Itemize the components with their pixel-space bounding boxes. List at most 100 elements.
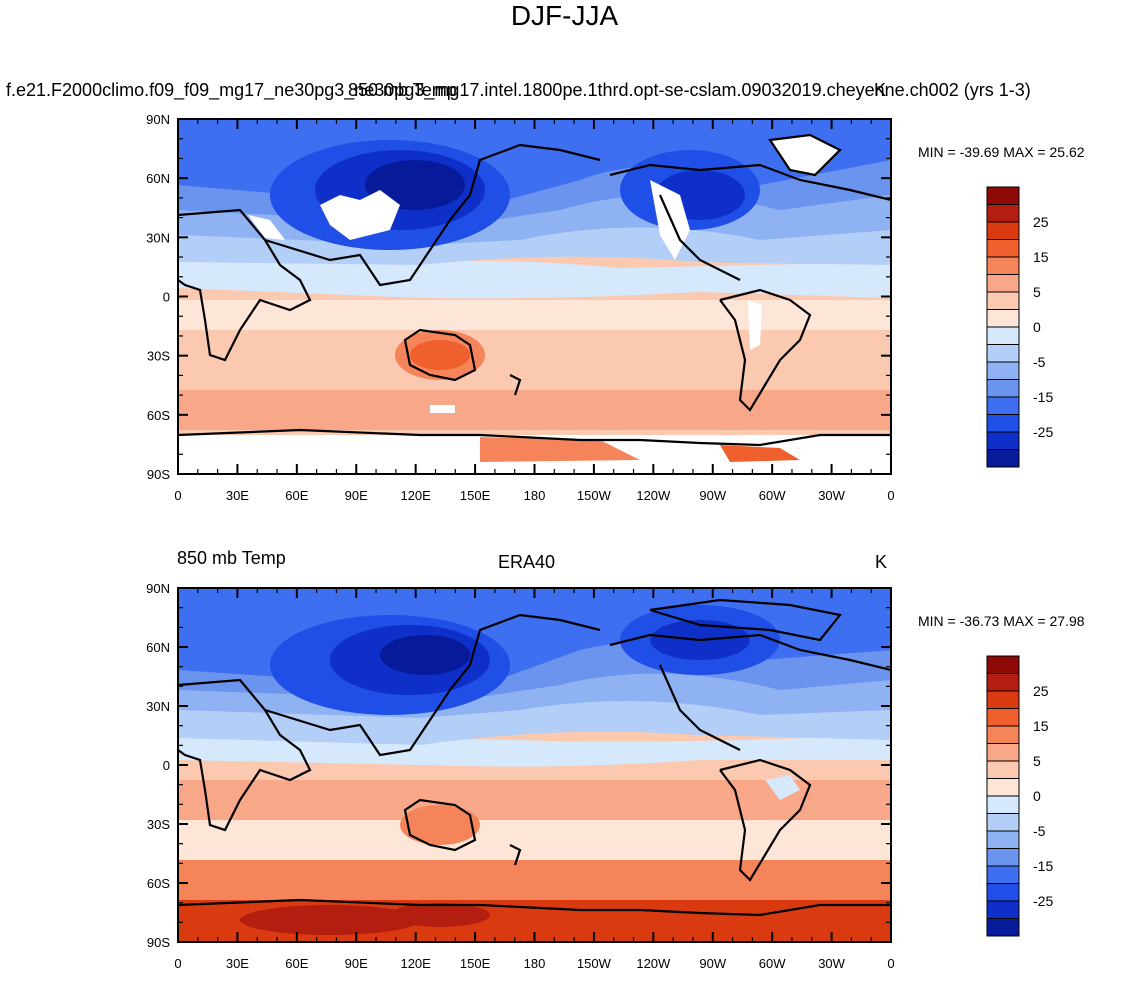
colorbar-swatch: [986, 431, 1020, 450]
colorbar-swatch: [986, 725, 1020, 744]
lat-tick-label: 30N: [146, 699, 170, 714]
lon-tick-label: 0: [174, 956, 181, 971]
colorbar-swatch: [986, 813, 1020, 832]
colorbar-swatch: [986, 848, 1020, 867]
lon-tick-label: 150E: [460, 488, 491, 503]
lon-tick-label: 60E: [285, 956, 308, 971]
panel-2-axes: 90N 60N 30N 0 30S 60S 90S 0 30E 60E 90E 120E 150E 180…: [146, 581, 894, 971]
lon-tick-label: 60E: [285, 488, 308, 503]
lon-tick-label: 90E: [345, 488, 368, 503]
colorbar-swatch: [986, 256, 1020, 275]
lat-tick-label: 30S: [147, 349, 170, 364]
lat-tick-label: 90S: [147, 467, 170, 482]
lon-tick-label: 30W: [818, 956, 845, 971]
lon-tick-label: 180: [524, 956, 546, 971]
lon-tick-label: 30W: [818, 488, 845, 503]
colorbar-label: 25: [1033, 214, 1049, 230]
lon-tick-label: 120E: [400, 956, 431, 971]
lat-tick-label: 0: [163, 758, 170, 773]
colorbar-label: 15: [1033, 718, 1049, 734]
panel-2-dataset-title: ERA40: [498, 552, 556, 572]
lon-tick-label: 90E: [345, 956, 368, 971]
colorbar-swatch: [986, 865, 1020, 884]
colorbar-label: -15: [1033, 389, 1053, 405]
lon-tick-label: 60W: [759, 488, 786, 503]
lon-tick-label: 90W: [699, 488, 726, 503]
panel-1-axes: 90N 60N 30N 0 30S 60S 90S 0 30E 60E 90E 120E 150E 180…: [146, 112, 894, 503]
lat-tick-label: 30S: [147, 817, 170, 832]
lat-tick-label: 60N: [146, 640, 170, 655]
lat-tick-label: 60S: [147, 876, 170, 891]
colorbar-label: -25: [1033, 424, 1053, 440]
panel-1-variable-label: 850 mb Temp: [348, 80, 457, 100]
colorbar-label: 5: [1033, 753, 1041, 769]
colorbar-swatch: [986, 396, 1020, 415]
colorbar-label: 25: [1033, 683, 1049, 699]
panel-2-variable-label: 850 mb Temp: [177, 548, 286, 568]
colorbar-swatch: [986, 274, 1020, 293]
colorbar-label: -25: [1033, 893, 1053, 909]
colorbar-swatch: [986, 414, 1020, 433]
colorbar-label: -5: [1033, 354, 1046, 370]
colorbar-swatch: [986, 449, 1020, 468]
lon-tick-label: 150E: [460, 956, 491, 971]
panel-1-min-max: MIN = -39.69 MAX = 25.62: [918, 144, 1085, 160]
lon-tick-label: 0: [887, 488, 894, 503]
lon-tick-label: 30E: [226, 488, 249, 503]
lon-tick-label: 60W: [759, 956, 786, 971]
colorbar-swatch: [986, 708, 1020, 727]
lon-tick-label: 90W: [699, 956, 726, 971]
lat-tick-label: 30N: [146, 230, 170, 245]
colorbar-swatch: [986, 326, 1020, 345]
lon-tick-label: 150W: [577, 956, 612, 971]
lon-tick-label: 0: [174, 488, 181, 503]
panel-2-colorbar: 25 15 5 0 -5 -15 -25: [986, 655, 1053, 937]
page-title: DJF-JJA: [510, 0, 619, 31]
lon-tick-label: 120W: [636, 488, 671, 503]
lon-tick-label: 120E: [400, 488, 431, 503]
lat-tick-label: 90N: [146, 581, 170, 596]
colorbar-swatch: [986, 830, 1020, 849]
colorbar-swatch: [986, 883, 1020, 902]
colorbar-swatch: [986, 221, 1020, 240]
colorbar-label: -5: [1033, 823, 1046, 839]
colorbar-swatch: [986, 344, 1020, 363]
colorbar-swatch: [986, 900, 1020, 919]
panel-1-units: K: [874, 80, 887, 100]
colorbar-swatch: [986, 918, 1020, 937]
panel-1-colorbar: 25 15 5 0 -5 -15 -25: [986, 186, 1053, 468]
lat-tick-label: 0: [163, 290, 170, 305]
colorbar-label: 15: [1033, 249, 1049, 265]
colorbar-swatch: [986, 778, 1020, 797]
colorbar-swatch: [986, 743, 1020, 762]
colorbar-swatch: [986, 655, 1020, 674]
colorbar-swatch: [986, 673, 1020, 692]
lat-tick-label: 90N: [146, 112, 170, 127]
lon-tick-label: 30E: [226, 956, 249, 971]
panel-2-units: K: [875, 552, 888, 572]
panel-2-min-max: MIN = -36.73 MAX = 27.98: [918, 613, 1085, 629]
lon-tick-label: 0: [887, 956, 894, 971]
colorbar-label: 0: [1033, 319, 1041, 335]
lat-tick-label: 90S: [147, 935, 170, 950]
colorbar-label: 5: [1033, 284, 1041, 300]
panel-2-map: [178, 588, 891, 942]
colorbar-swatch: [986, 795, 1020, 814]
lon-tick-label: 150W: [577, 488, 612, 503]
colorbar-swatch: [986, 291, 1020, 310]
lon-tick-label: 180: [524, 488, 546, 503]
lat-tick-label: 60N: [146, 171, 170, 186]
colorbar-swatch: [986, 186, 1020, 205]
colorbar-swatch: [986, 309, 1020, 328]
colorbar-swatch: [986, 690, 1020, 709]
panel-1-case-title: f.e21.F2000climo.f09_f09_mg17_ne30pg3_ne…: [6, 80, 1031, 100]
panel-1-map: [178, 119, 891, 474]
colorbar-swatch: [986, 239, 1020, 258]
colorbar-swatch: [986, 760, 1020, 779]
colorbar-swatch: [986, 204, 1020, 223]
lon-tick-label: 120W: [636, 956, 671, 971]
lat-tick-label: 60S: [147, 408, 170, 423]
colorbar-label: 0: [1033, 788, 1041, 804]
colorbar-label: -15: [1033, 858, 1053, 874]
colorbar-swatch: [986, 379, 1020, 398]
